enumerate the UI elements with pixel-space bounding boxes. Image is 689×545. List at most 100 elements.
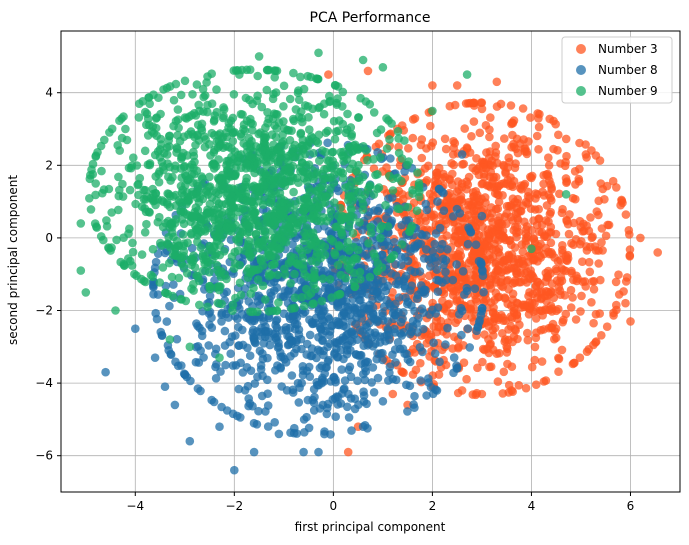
- scatter-point: [294, 330, 304, 339]
- scatter-point: [200, 227, 210, 236]
- scatter-point: [269, 153, 278, 162]
- scatter-point: [584, 226, 594, 236]
- scatter-point: [391, 358, 400, 367]
- scatter-point: [229, 213, 238, 223]
- scatter-point: [234, 193, 244, 203]
- scatter-point: [571, 315, 581, 324]
- scatter-point: [367, 311, 376, 321]
- scatter-point: [239, 139, 248, 148]
- scatter-point: [398, 367, 407, 377]
- scatter-point: [360, 363, 370, 373]
- scatter-point: [300, 236, 309, 246]
- scatter-point: [248, 401, 257, 411]
- scatter-point: [441, 256, 451, 265]
- scatter-point: [165, 162, 175, 172]
- scatter-point: [393, 338, 403, 347]
- scatter-point: [361, 280, 371, 290]
- scatter-point: [575, 164, 584, 174]
- scatter-point: [298, 214, 308, 224]
- scatter-point: [272, 66, 282, 76]
- scatter-point: [534, 122, 544, 132]
- scatter-point: [81, 288, 91, 297]
- scatter-point: [434, 370, 444, 379]
- scatter-point: [363, 290, 373, 299]
- scatter-point: [166, 349, 175, 359]
- scatter-point: [280, 292, 289, 301]
- scatter-point: [205, 172, 214, 182]
- scatter-point: [318, 199, 327, 208]
- scatter-point: [299, 447, 308, 457]
- scatter-point: [426, 121, 435, 131]
- scatter-point: [260, 226, 270, 235]
- scatter-point: [165, 301, 174, 311]
- scatter-point: [179, 241, 188, 251]
- scatter-point: [112, 235, 121, 245]
- scatter-point: [458, 267, 468, 276]
- scatter-point: [197, 119, 207, 129]
- scatter-point: [254, 222, 264, 231]
- scatter-point: [197, 326, 207, 336]
- scatter-point: [323, 126, 333, 136]
- scatter-point: [460, 124, 470, 133]
- scatter-point: [349, 330, 359, 339]
- scatter-point: [201, 188, 210, 197]
- scatter-point: [311, 313, 321, 323]
- scatter-point: [169, 280, 178, 289]
- scatter-point: [326, 234, 336, 244]
- scatter-point: [532, 288, 541, 297]
- scatter-point: [410, 391, 419, 401]
- scatter-point: [298, 253, 308, 263]
- y-tick-label: 0: [45, 231, 53, 245]
- scatter-point: [288, 385, 298, 395]
- scatter-point: [424, 161, 433, 171]
- scatter-point: [139, 194, 149, 204]
- scatter-point: [355, 267, 365, 277]
- scatter-point: [487, 209, 497, 218]
- scatter-point: [490, 313, 499, 323]
- scatter-point: [247, 136, 256, 146]
- scatter-point: [226, 349, 235, 359]
- scatter-point: [260, 134, 270, 143]
- scatter-point: [325, 339, 335, 349]
- scatter-point: [234, 237, 243, 247]
- scatter-point: [324, 70, 333, 79]
- scatter-point: [289, 116, 299, 126]
- scatter-point: [215, 422, 224, 432]
- scatter-point: [200, 142, 210, 152]
- scatter-point: [485, 147, 495, 156]
- scatter-point: [170, 400, 180, 410]
- scatter-point: [254, 406, 263, 416]
- scatter-point: [369, 249, 379, 258]
- scatter-point: [491, 141, 501, 151]
- scatter-point: [279, 102, 288, 111]
- y-axis-ticks: −6 −4 −2 0 2 4: [35, 86, 61, 463]
- scatter-point: [169, 192, 178, 201]
- scatter-point: [258, 261, 268, 270]
- scatter-point: [261, 407, 270, 416]
- scatter-point: [531, 314, 541, 323]
- scatter-point: [561, 134, 571, 144]
- scatter-point: [499, 367, 509, 377]
- scatter-point: [323, 156, 332, 165]
- scatter-point: [625, 245, 635, 254]
- scatter-point: [526, 274, 535, 284]
- scatter-point: [134, 113, 144, 122]
- scatter-point: [228, 113, 238, 123]
- scatter-point: [562, 216, 572, 226]
- scatter-point: [580, 277, 590, 286]
- scatter-point: [562, 255, 571, 265]
- scatter-point: [373, 373, 383, 383]
- scatter-point: [426, 262, 435, 271]
- scatter-point: [458, 217, 468, 227]
- scatter-point: [561, 190, 571, 199]
- scatter-point: [302, 412, 311, 422]
- scatter-point: [477, 304, 487, 313]
- scatter-point: [278, 170, 287, 179]
- x-axis-label: first principal component: [295, 520, 446, 534]
- y-axis-label: second principal component: [6, 175, 20, 345]
- scatter-point: [562, 177, 572, 186]
- scatter-point: [193, 237, 202, 247]
- scatter-point: [204, 341, 213, 350]
- scatter-point: [88, 170, 98, 179]
- scatter-point: [445, 101, 455, 111]
